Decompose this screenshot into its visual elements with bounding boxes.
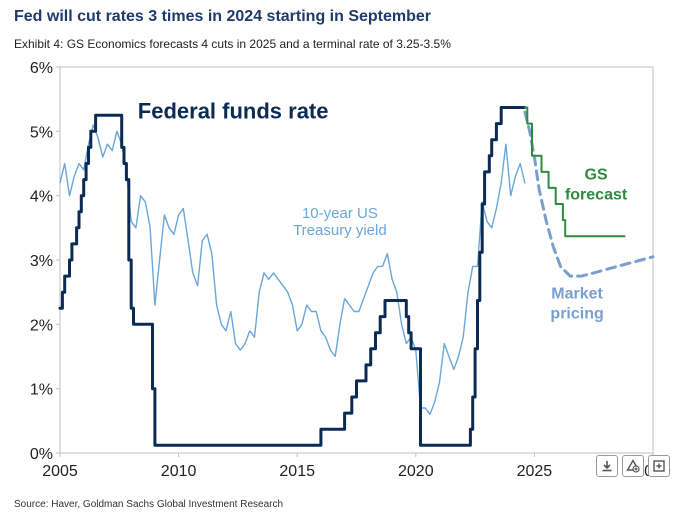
series-label-gs-forecast: GS <box>585 167 608 184</box>
expand-button[interactable] <box>648 455 670 477</box>
series-label-market-pricing: pricing <box>550 306 603 323</box>
series-line-market-pricing <box>523 110 655 278</box>
x-tick-label: 2025 <box>517 463 553 480</box>
x-tick-label: 2015 <box>279 463 315 480</box>
series-label-market-pricing: Market <box>551 286 603 303</box>
series-line-fed-funds <box>58 106 527 447</box>
y-tick-label: 2% <box>30 317 53 334</box>
chart-series <box>58 106 655 447</box>
x-tick-label: 2020 <box>398 463 434 480</box>
series-label-fed-funds: Federal funds rate <box>138 98 329 123</box>
x-tick-label: 2010 <box>161 463 197 480</box>
expand-icon <box>653 460 665 472</box>
y-tick-label: 5% <box>30 124 53 141</box>
line-chart: 0%1%2%3%4%5%6%200520102015202020252030 F… <box>30 60 671 480</box>
series-label-treasury: Treasury yield <box>293 222 387 239</box>
chart-toolbar <box>596 455 670 477</box>
series-line-gs-forecast <box>523 106 626 238</box>
series-label-gs-forecast: forecast <box>565 187 628 204</box>
chart-title: Fed will cut rates 3 times in 2024 start… <box>14 8 432 25</box>
chart-subtitle: Exhibit 4: GS Economics forecasts 4 cuts… <box>14 37 451 51</box>
download-button[interactable] <box>596 455 618 477</box>
series-label-treasury: 10-year US <box>302 205 378 222</box>
chart-axes: 0%1%2%3%4%5%6%200520102015202020252030 <box>30 60 671 480</box>
series-line-treasury <box>59 124 526 416</box>
share-button[interactable] <box>622 455 644 477</box>
y-tick-label: 3% <box>30 253 53 270</box>
y-tick-label: 0% <box>30 446 53 463</box>
source-note: Source: Haver, Goldman Sachs Global Inve… <box>14 499 284 510</box>
y-tick-label: 6% <box>30 60 53 77</box>
share-icon <box>626 459 640 473</box>
x-tick-label: 2005 <box>42 463 78 480</box>
y-tick-label: 4% <box>30 189 53 206</box>
y-tick-label: 1% <box>30 382 53 399</box>
download-icon <box>602 461 612 472</box>
